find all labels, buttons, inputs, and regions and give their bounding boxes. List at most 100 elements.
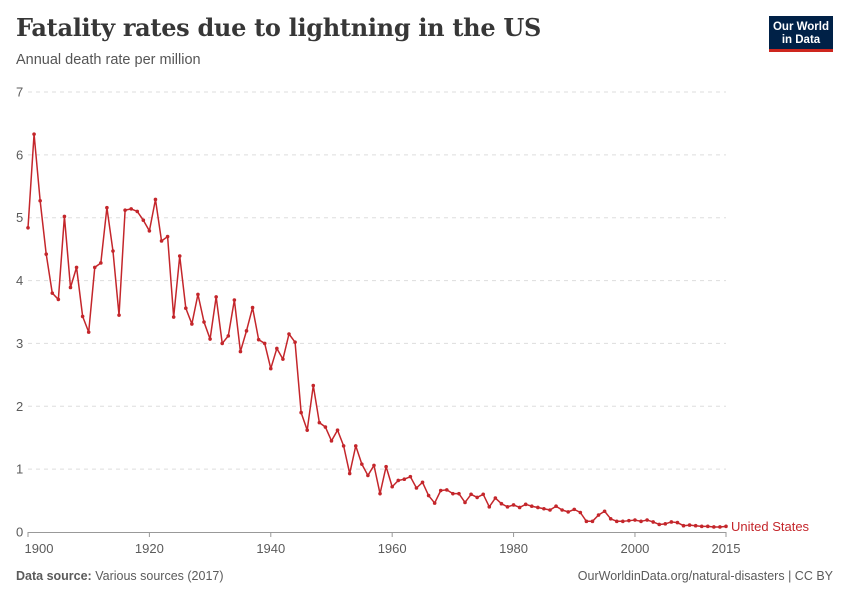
data-point (481, 492, 486, 497)
data-point (317, 420, 322, 425)
data-source-value: Various sources (2017) (95, 569, 224, 583)
data-point (724, 524, 728, 529)
chart-title: Fatality rates due to lightning in the U… (16, 13, 542, 42)
data-point (608, 517, 613, 521)
data-point (699, 524, 704, 529)
data-point (50, 291, 55, 295)
data-point (165, 234, 170, 239)
data-point (639, 519, 643, 524)
data-point (675, 520, 680, 525)
data-point (123, 208, 127, 212)
data-point (329, 439, 334, 443)
series-label-united-states: United States (731, 519, 810, 534)
data-point (360, 462, 364, 466)
y-tick-label: 1 (16, 462, 23, 477)
data-point (505, 505, 510, 509)
data-point (68, 285, 73, 290)
y-tick-label: 0 (16, 525, 23, 540)
data-point (566, 510, 570, 514)
data-point (651, 520, 655, 524)
data-point (499, 501, 504, 506)
x-tick-label: 2000 (620, 541, 649, 556)
data-point (420, 480, 425, 485)
data-point (511, 503, 516, 507)
chart-subtitle: Annual death rate per million (16, 52, 201, 68)
y-tick-label: 6 (16, 147, 23, 162)
data-point (414, 486, 419, 490)
data-point (396, 478, 401, 483)
data-point (718, 525, 722, 529)
data-point (705, 524, 710, 529)
data-point (669, 520, 674, 524)
data-point (323, 425, 328, 429)
data-point (92, 265, 97, 270)
data-point (80, 314, 85, 319)
data-point (196, 292, 200, 297)
y-tick-label: 2 (16, 399, 23, 414)
data-point (190, 322, 194, 326)
data-point (250, 305, 255, 310)
data-point (341, 444, 346, 448)
data-point (335, 428, 340, 432)
data-point (353, 444, 358, 448)
data-point (457, 491, 461, 496)
data-point (614, 519, 619, 524)
data-point (305, 428, 310, 432)
source-link[interactable]: OurWorldinData.org/natural-disasters | C… (577, 569, 833, 583)
data-source-label: Data source: (16, 569, 92, 583)
series-line (27, 133, 727, 528)
data-point (275, 346, 279, 351)
data-point (147, 229, 152, 233)
data-point (451, 491, 455, 496)
data-point (208, 337, 212, 341)
data-point (99, 261, 103, 265)
data-point (633, 518, 637, 522)
data-point (687, 523, 692, 527)
data-point (469, 492, 473, 497)
data-point (432, 501, 437, 505)
data-point (390, 484, 394, 489)
data-point (426, 493, 431, 498)
data-point (171, 315, 176, 319)
data-point (590, 519, 595, 524)
data-source: Data source: Various sources (2017) (16, 569, 224, 583)
data-point (602, 509, 607, 514)
data-point (445, 488, 449, 492)
data-point (311, 383, 316, 388)
data-point (627, 518, 631, 523)
data-point (542, 506, 546, 511)
data-point (347, 471, 352, 476)
data-point (548, 508, 552, 512)
data-point (657, 522, 662, 527)
data-point (493, 496, 498, 500)
data-point (220, 341, 225, 346)
data-point (463, 500, 467, 505)
data-point (177, 254, 182, 258)
data-point (153, 197, 158, 202)
data-point (384, 464, 388, 469)
data-point (299, 410, 303, 415)
data-point (523, 502, 528, 507)
data-point (554, 504, 558, 509)
data-point (202, 320, 206, 324)
x-tick-label: 1900 (25, 541, 54, 556)
data-point (105, 205, 109, 210)
data-point (111, 249, 115, 253)
y-tick-label: 5 (16, 210, 23, 225)
data-point (529, 504, 534, 509)
data-point (402, 477, 407, 482)
data-point (129, 207, 133, 211)
data-point (536, 505, 540, 510)
data-point (86, 330, 91, 334)
x-tick-label: 1920 (135, 541, 164, 556)
data-point (281, 357, 285, 361)
data-point (184, 306, 188, 311)
data-point (663, 522, 668, 526)
owid-logo[interactable]: Our World in Data (769, 16, 833, 52)
x-tick-label: 1980 (499, 541, 528, 556)
y-tick-label: 7 (16, 85, 23, 100)
data-point (74, 265, 79, 270)
data-point (372, 463, 376, 468)
data-point (517, 505, 522, 510)
